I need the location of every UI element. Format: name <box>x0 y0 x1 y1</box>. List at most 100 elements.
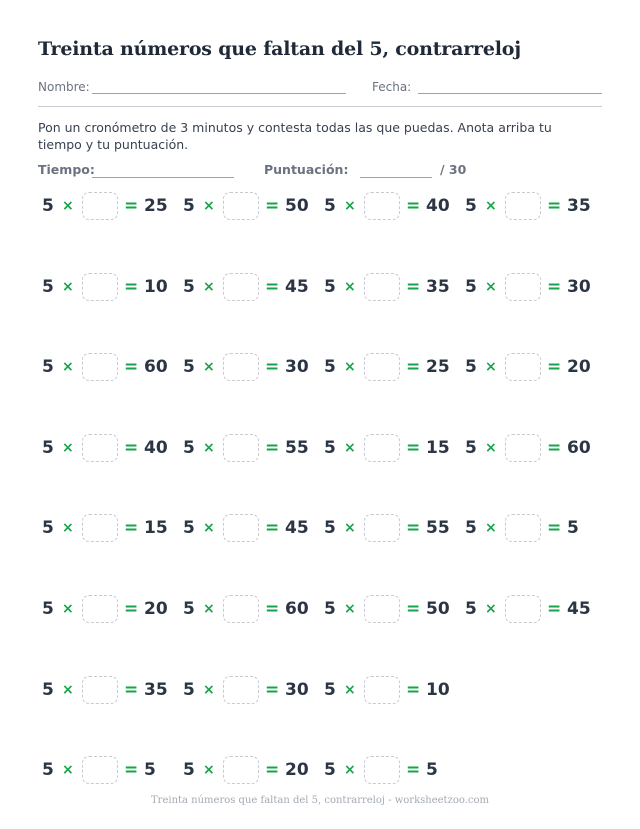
product-value: 10 <box>144 277 168 297</box>
equals-sign: = <box>124 680 139 700</box>
multiplier: 5 <box>183 277 195 297</box>
equals-sign: = <box>265 599 280 619</box>
date-field[interactable] <box>418 93 602 94</box>
multiplier: 5 <box>42 599 54 619</box>
product-value: 60 <box>567 438 591 458</box>
multiplier: 5 <box>465 599 477 619</box>
multiplier: 5 <box>183 357 195 377</box>
name-field[interactable] <box>92 93 346 94</box>
equals-sign: = <box>406 357 421 377</box>
equals-sign: = <box>265 196 280 216</box>
answer-box[interactable] <box>505 192 541 220</box>
equals-sign: = <box>265 357 280 377</box>
answer-box[interactable] <box>364 353 400 381</box>
times-icon: × <box>344 440 356 456</box>
answer-box[interactable] <box>364 192 400 220</box>
header-fields: Nombre: Fecha: <box>38 80 602 100</box>
times-icon: × <box>62 440 74 456</box>
product-value: 10 <box>426 680 450 700</box>
times-icon: × <box>485 601 497 617</box>
times-icon: × <box>485 359 497 375</box>
multiplier: 5 <box>324 438 336 458</box>
times-icon: × <box>203 359 215 375</box>
times-icon: × <box>203 279 215 295</box>
answer-box[interactable] <box>223 514 259 542</box>
times-icon: × <box>203 520 215 536</box>
multiplier: 5 <box>183 196 195 216</box>
product-value: 35 <box>144 680 168 700</box>
multiplier: 5 <box>324 518 336 538</box>
answer-box[interactable] <box>82 192 118 220</box>
times-icon: × <box>62 198 74 214</box>
product-value: 45 <box>567 599 591 619</box>
times-icon: × <box>344 601 356 617</box>
answer-box[interactable] <box>364 595 400 623</box>
times-icon: × <box>344 762 356 778</box>
answer-box[interactable] <box>364 434 400 462</box>
page-title: Treinta números que faltan del 5, contra… <box>38 38 521 60</box>
multiplier: 5 <box>42 760 54 780</box>
multiplier: 5 <box>324 357 336 377</box>
answer-box[interactable] <box>223 192 259 220</box>
equals-sign: = <box>406 599 421 619</box>
equals-sign: = <box>124 196 139 216</box>
equals-sign: = <box>547 599 562 619</box>
times-icon: × <box>203 682 215 698</box>
times-icon: × <box>344 359 356 375</box>
multiplier: 5 <box>465 196 477 216</box>
answer-box[interactable] <box>82 273 118 301</box>
equals-sign: = <box>406 518 421 538</box>
equals-sign: = <box>406 438 421 458</box>
answer-box[interactable] <box>82 514 118 542</box>
answer-box[interactable] <box>364 273 400 301</box>
answer-box[interactable] <box>82 353 118 381</box>
score-row: Tiempo: Puntuación: / 30 <box>38 162 602 182</box>
answer-box[interactable] <box>364 756 400 784</box>
equals-sign: = <box>124 277 139 297</box>
equals-sign: = <box>124 599 139 619</box>
multiplier: 5 <box>324 680 336 700</box>
answer-box[interactable] <box>505 353 541 381</box>
score-total: / 30 <box>440 162 467 177</box>
equals-sign: = <box>265 680 280 700</box>
multiplier: 5 <box>183 760 195 780</box>
answer-box[interactable] <box>505 514 541 542</box>
answer-box[interactable] <box>505 273 541 301</box>
times-icon: × <box>344 682 356 698</box>
answer-box[interactable] <box>223 273 259 301</box>
name-label: Nombre: <box>38 80 90 94</box>
answer-box[interactable] <box>223 353 259 381</box>
score-field[interactable] <box>360 177 432 178</box>
equals-sign: = <box>124 438 139 458</box>
product-value: 35 <box>426 277 450 297</box>
answer-box[interactable] <box>82 756 118 784</box>
equals-sign: = <box>547 196 562 216</box>
answer-box[interactable] <box>223 756 259 784</box>
time-field[interactable] <box>92 177 234 178</box>
equals-sign: = <box>406 277 421 297</box>
answer-box[interactable] <box>223 676 259 704</box>
product-value: 5 <box>144 760 156 780</box>
times-icon: × <box>62 682 74 698</box>
equals-sign: = <box>406 196 421 216</box>
times-icon: × <box>62 520 74 536</box>
times-icon: × <box>344 520 356 536</box>
product-value: 5 <box>567 518 579 538</box>
multiplier: 5 <box>465 438 477 458</box>
answer-box[interactable] <box>505 595 541 623</box>
answer-box[interactable] <box>364 514 400 542</box>
answer-box[interactable] <box>505 434 541 462</box>
product-value: 5 <box>426 760 438 780</box>
multiplier: 5 <box>324 196 336 216</box>
product-value: 40 <box>144 438 168 458</box>
answer-box[interactable] <box>82 595 118 623</box>
footer: Treinta números que faltan del 5, contra… <box>151 795 489 806</box>
product-value: 50 <box>285 196 309 216</box>
times-icon: × <box>62 601 74 617</box>
answer-box[interactable] <box>223 595 259 623</box>
times-icon: × <box>344 198 356 214</box>
answer-box[interactable] <box>364 676 400 704</box>
answer-box[interactable] <box>223 434 259 462</box>
answer-box[interactable] <box>82 676 118 704</box>
answer-box[interactable] <box>82 434 118 462</box>
